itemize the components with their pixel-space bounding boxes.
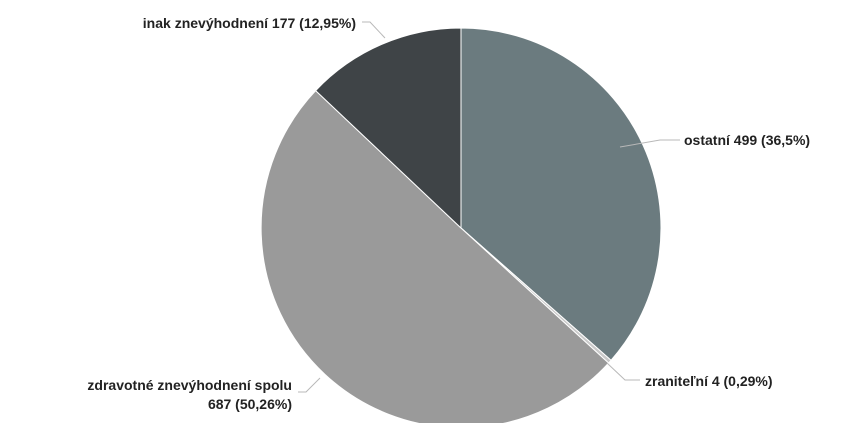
slices-layer (260, 27, 662, 428)
slice-label-2: zdravotné znevýhodnení spolu 687 (50,26%) (87, 377, 292, 412)
leader-line-0 (619, 139, 680, 148)
slice-label-line: zdravotné znevýhodnení spolu (87, 377, 292, 393)
slice-label-0: ostatní 499 (36,5%) (684, 132, 810, 148)
slice-label-line: ostatní 499 (36,5%) (684, 132, 810, 148)
pie-slice-3 (314, 27, 462, 230)
slice-label-3: inak znevýhodnení 177 (12,95%) (143, 15, 356, 31)
slice-label-line: 687 (50,26%) (208, 396, 292, 412)
pie-slice-0 (460, 27, 662, 361)
leader-line-1 (606, 362, 640, 381)
leader-line-3 (362, 21, 386, 39)
leader-lines-layer (298, 21, 680, 393)
labels-layer: ostatní 499 (36,5%) zraniteľní 4 (0,29%) z… (87, 15, 810, 412)
leader-line-2 (298, 377, 321, 393)
slice-label-1: zraniteľní 4 (0,29%) (645, 373, 773, 389)
slice-label-line: inak znevýhodnení 177 (12,95%) (143, 15, 356, 31)
pie-slice-2 (260, 89, 610, 428)
slice-label-line: zraniteľní 4 (0,29%) (645, 373, 773, 389)
